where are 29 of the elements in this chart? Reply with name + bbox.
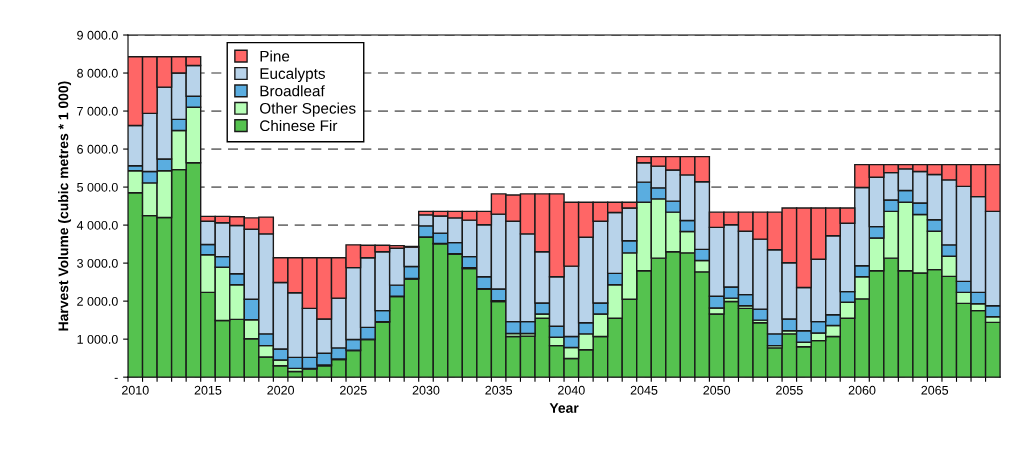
legend-label: Eucalypts [260, 67, 325, 82]
x-tick-label: 2060 [848, 385, 876, 395]
x-tick-label: 2020 [267, 385, 295, 395]
y-tick-label: 8 000.0 [77, 68, 118, 78]
y-tick-label: 3 000.0 [77, 258, 118, 268]
x-tick-label: 2050 [703, 385, 731, 395]
y-tick-label: - [114, 377, 118, 379]
y-tick-label: 9 000.0 [77, 30, 118, 40]
x-tick-label: 2065 [921, 385, 949, 395]
legend-label: Chinese Fir [260, 119, 338, 132]
x-tick-label: 2025 [340, 385, 367, 395]
y-tick-label: 7 000.0 [77, 106, 118, 116]
y-axis-title: Harvest Volume (cubic metres * 1 000) [58, 81, 72, 331]
y-tick-label: 2 000.0 [77, 296, 118, 306]
x-tick-label: 2030 [412, 385, 440, 395]
legend-label: Pine [260, 50, 290, 62]
x-tick-label: 2015 [194, 385, 222, 395]
y-tick-label: 1 000.0 [77, 334, 118, 344]
x-tick-label: 2040 [558, 385, 585, 395]
x-axis-title: Year [549, 403, 579, 413]
x-tick-label: 2055 [776, 385, 803, 395]
x-tick-label: 2010 [122, 385, 149, 395]
y-tick-label: 5 000.0 [77, 182, 118, 192]
legend-label: Other Species [260, 102, 356, 117]
x-tick-label: 2035 [485, 385, 513, 395]
y-tick-label: 6 000.0 [77, 144, 118, 154]
legend-label: Broadleaf [260, 85, 325, 97]
x-tick-label: 2045 [630, 385, 658, 395]
y-tick-label: 4 000.0 [76, 220, 118, 230]
